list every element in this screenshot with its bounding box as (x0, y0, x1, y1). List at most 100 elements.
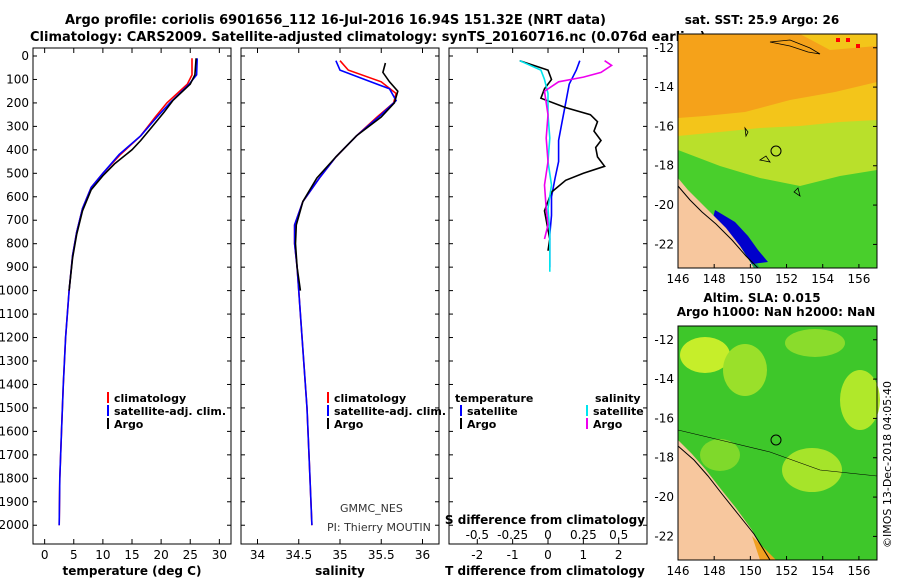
sla-map-anomaly (680, 337, 730, 373)
map-lat-label: -12 (654, 333, 674, 347)
salinity-difference-tick-label: 0.25 (570, 528, 597, 542)
map-lon-label: 152 (775, 272, 798, 286)
legend-temperature-header: temperature (455, 392, 533, 405)
sst-map-panel: sat. SST: 25.9 Argo: 26 146 148 150 152 154 1… (654, 13, 878, 286)
argo-position-marker (770, 145, 782, 157)
map-lon-label: 150 (739, 272, 762, 286)
series-satellite-adj-clim (293, 60, 398, 526)
x-tick-label: 30 (212, 548, 227, 562)
map-lat-label: -14 (654, 80, 674, 94)
depth-tick-label: 100 (6, 72, 29, 86)
map-lon-label: 152 (775, 564, 798, 578)
map-lat-label: -18 (654, 451, 674, 465)
legend-salt-satellite: satellite (593, 405, 644, 418)
salinity-axes-frame (240, 47, 440, 545)
map-lat-label: -22 (654, 529, 674, 543)
map-lon-label: 156 (847, 564, 870, 578)
depth-tick-label: 1500 (0, 401, 29, 415)
depth-tick-label: 1300 (0, 354, 29, 368)
annotation-pi: PI: Thierry MOUTIN (327, 521, 431, 534)
x-tick-label: 34 (250, 548, 265, 562)
depth-tick-label: 500 (6, 166, 29, 180)
depth-tick-label: 1600 (0, 424, 29, 438)
sst-map-png-coast (769, 39, 821, 55)
sla-map-shelf-contour (677, 429, 878, 477)
temperature-legend: climatology satellite-adj. clim. Argo (107, 392, 226, 431)
temperature-difference-xlabel: T difference from climatology (445, 564, 645, 578)
series-satellite-salinity (519, 59, 553, 272)
x-tick-label: 1 (580, 548, 588, 562)
depth-tick-label: 700 (6, 213, 29, 227)
salinity-difference-tick-label: 0 (544, 528, 552, 542)
map-lat-label: -20 (654, 198, 674, 212)
sla-map-title-line-1: Altim. SLA: 0.015 (703, 291, 820, 305)
sla-map-frame (677, 325, 878, 561)
difference-axes-frame (448, 47, 648, 545)
sst-map-ticks: 146 148 150 152 154 156 -12 -14 -16 -18 -20 -22 (654, 41, 877, 286)
x-tick-label: 34.5 (285, 548, 312, 562)
sla-map-warm-patch (752, 536, 776, 560)
map-lat-label: -22 (654, 237, 674, 251)
map-lon-label: 150 (739, 564, 762, 578)
x-tick-label: 15 (124, 548, 139, 562)
depth-tick-label: 1400 (0, 377, 29, 391)
depth-tick-label: 1000 (0, 284, 29, 298)
depth-tick-label: 1800 (0, 471, 29, 485)
sla-map-coastline (677, 445, 771, 561)
map-lon-label: 146 (667, 564, 690, 578)
legend-salinity-header: salinity (595, 392, 641, 405)
sst-map-hot-pixel (846, 38, 850, 42)
map-lon-label: 148 (703, 564, 726, 578)
sst-map-coastline (677, 185, 759, 269)
annotation-group: GMMC_NES (340, 502, 403, 515)
imos-stamp: ©IMOS 13-Dec-2018 04:05:40 (881, 381, 894, 548)
legend-argo: Argo (114, 418, 144, 431)
difference-panel: -2 -1 0 1 2 -0.5 -0.25 0 0.25 0.5 S difference f… (445, 47, 648, 578)
difference-legend: temperature salinity satellite Argo sate… (455, 392, 644, 431)
title-line-1: Argo profile: coriolis 6901656_112 16-Ju… (65, 13, 606, 28)
x-tick-label: 0 (41, 548, 49, 562)
salinity-difference-ticks: -0.5 -0.25 0 0.25 0.5 (466, 528, 629, 542)
map-lat-label: -16 (654, 119, 674, 133)
depth-tick-labels: 0 100 200 300 400 500 600 700 800 900 1000 1100 1200… (0, 49, 231, 532)
depth-tick-label: 800 (6, 237, 29, 251)
depth-tick-label: 400 (6, 143, 29, 157)
argo-position-marker (770, 434, 782, 446)
legend-satellite: satellite-adj. clim. (114, 405, 226, 418)
sst-map-frame (677, 33, 878, 269)
salinity-x-ticks: 34 34.5 35 35.5 36 (241, 48, 439, 562)
depth-tick-label: 200 (6, 96, 29, 110)
map-lat-label: -20 (654, 490, 674, 504)
sla-map-anomaly (785, 329, 845, 357)
depth-tick-label: 300 (6, 119, 29, 133)
sla-map-ticks: 146 148 150 152 154 156 -12 -14 -16 -18 -20 -22 (654, 333, 877, 578)
x-tick-label: 36 (415, 548, 430, 562)
salinity-xlabel: salinity (315, 564, 365, 578)
salinity-difference-tick-label: -0.25 (497, 528, 528, 542)
sst-map-title: sat. SST: 25.9 Argo: 26 (685, 13, 839, 27)
temperature-x-ticks: 0 5 10 15 20 25 30 (41, 48, 227, 562)
legend-satellite: satellite-adj. clim. (334, 405, 446, 418)
temperature-axes-frame (32, 47, 232, 545)
depth-tick-label: 1200 (0, 331, 29, 345)
sst-map-cold-water (712, 210, 768, 264)
depth-tick-label: 1700 (0, 448, 29, 462)
map-lon-label: 154 (811, 272, 834, 286)
map-lat-label: -14 (654, 372, 674, 386)
sla-map-panel: Altim. SLA: 0.015 Argo h1000: NaN h2000:… (654, 291, 880, 578)
map-lon-label: 156 (847, 272, 870, 286)
x-tick-label: 5 (70, 548, 78, 562)
sla-map-anomaly (700, 439, 740, 471)
series-argo (68, 58, 197, 291)
depth-tick-label: 600 (6, 190, 29, 204)
x-tick-label: 10 (95, 548, 110, 562)
depth-tick-label: 1100 (0, 307, 29, 321)
legend-argo: Argo (334, 418, 364, 431)
x-tick-label: 0 (544, 548, 552, 562)
temperature-series (58, 58, 198, 526)
x-tick-label: 25 (183, 548, 198, 562)
salinity-legend: climatology satellite-adj. clim. Argo (327, 392, 446, 431)
depth-tick-label: 2000 (0, 518, 29, 532)
x-tick-label: 35.5 (368, 548, 395, 562)
